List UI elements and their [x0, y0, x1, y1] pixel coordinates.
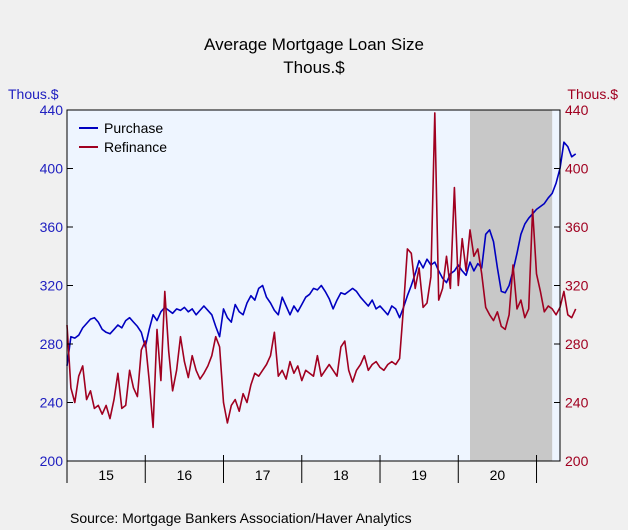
x-tick-label: 16 [177, 467, 193, 483]
left-y-tick-label: 280 [40, 336, 64, 352]
x-tick-label: 18 [333, 467, 349, 483]
left-y-tick-label: 320 [40, 278, 64, 294]
left-y-tick-label: 200 [40, 453, 64, 469]
left-axis-unit: Thous.$ [8, 86, 59, 102]
left-y-tick-label: 440 [40, 102, 64, 118]
x-tick-label: 15 [98, 467, 114, 483]
x-tick-label: 17 [255, 467, 271, 483]
legend-label-purchase: Purchase [104, 120, 163, 136]
plot-area: 200 200 240 240 280 280 320 320 360 360 400 400 440 4… [40, 102, 589, 483]
legend-label-refinance: Refinance [104, 139, 167, 155]
right-y-tick-label: 320 [565, 278, 589, 294]
left-y-tick-label: 400 [40, 161, 64, 177]
series-line-refinance [66, 112, 577, 429]
right-y-tick-label: 240 [565, 395, 589, 411]
right-y-tick-label: 200 [565, 453, 589, 469]
chart-title: Average Mortgage Loan Size [204, 35, 424, 54]
left-y-tick-label: 240 [40, 395, 64, 411]
left-y-tick-label: 360 [40, 219, 64, 235]
right-y-tick-label: 360 [565, 219, 589, 235]
right-y-tick-label: 400 [565, 161, 589, 177]
series-line-purchase [66, 141, 577, 367]
x-tick-label: 19 [411, 467, 427, 483]
right-axis-unit: Thous.$ [567, 86, 618, 102]
right-y-tick-label: 440 [565, 102, 589, 118]
right-y-tick-label: 280 [565, 336, 589, 352]
chart-subtitle: Thous.$ [283, 58, 345, 77]
x-tick-label: 20 [490, 467, 506, 483]
source-note: Source: Mortgage Bankers Association/Hav… [70, 510, 412, 526]
